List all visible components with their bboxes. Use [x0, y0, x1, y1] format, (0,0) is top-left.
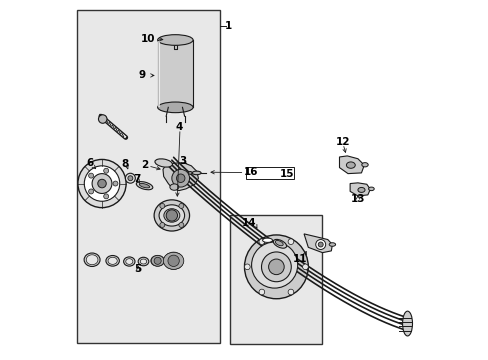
Ellipse shape: [262, 258, 286, 279]
Bar: [77, 10, 219, 343]
Text: 12: 12: [335, 137, 349, 147]
Text: 15: 15: [279, 168, 294, 179]
Circle shape: [287, 239, 293, 244]
Ellipse shape: [163, 252, 183, 269]
Polygon shape: [339, 156, 364, 174]
Text: 1: 1: [224, 21, 232, 31]
Ellipse shape: [151, 256, 163, 266]
Bar: [230, 215, 322, 344]
Ellipse shape: [86, 255, 98, 265]
Circle shape: [160, 222, 164, 228]
Ellipse shape: [361, 163, 367, 167]
Circle shape: [128, 176, 133, 181]
Circle shape: [113, 181, 118, 186]
Ellipse shape: [154, 200, 189, 231]
Ellipse shape: [157, 35, 193, 45]
Ellipse shape: [163, 209, 180, 222]
Text: 4: 4: [175, 122, 182, 132]
Text: 8: 8: [121, 159, 128, 169]
Ellipse shape: [173, 42, 177, 45]
Circle shape: [154, 257, 161, 264]
Ellipse shape: [273, 239, 286, 248]
Circle shape: [259, 239, 264, 244]
Ellipse shape: [123, 257, 135, 266]
Circle shape: [103, 194, 108, 199]
Ellipse shape: [108, 257, 117, 264]
Circle shape: [302, 264, 307, 270]
Ellipse shape: [159, 205, 184, 226]
Text: 2: 2: [141, 160, 148, 170]
Ellipse shape: [402, 311, 412, 336]
Circle shape: [166, 210, 177, 221]
Ellipse shape: [155, 159, 172, 167]
Text: 5: 5: [134, 264, 142, 274]
Ellipse shape: [136, 181, 153, 190]
Text: 9: 9: [138, 71, 145, 80]
Ellipse shape: [262, 238, 272, 242]
Text: 14: 14: [241, 217, 256, 228]
Ellipse shape: [192, 171, 201, 175]
Text: 10: 10: [141, 34, 155, 44]
Ellipse shape: [275, 240, 283, 246]
Text: 6: 6: [86, 158, 93, 168]
Ellipse shape: [106, 256, 119, 266]
Text: 16: 16: [243, 167, 258, 177]
Ellipse shape: [167, 38, 183, 44]
Text: 7: 7: [133, 174, 140, 184]
Ellipse shape: [163, 252, 183, 269]
Ellipse shape: [346, 162, 355, 168]
Circle shape: [318, 242, 323, 247]
Circle shape: [244, 235, 307, 299]
Circle shape: [88, 189, 93, 194]
Circle shape: [251, 242, 297, 288]
Text: 3: 3: [179, 156, 186, 166]
Ellipse shape: [151, 256, 164, 266]
Ellipse shape: [368, 187, 373, 191]
Circle shape: [268, 259, 284, 275]
Polygon shape: [304, 234, 332, 253]
Ellipse shape: [188, 171, 192, 174]
Ellipse shape: [138, 257, 148, 266]
Circle shape: [171, 169, 189, 187]
Circle shape: [103, 168, 108, 173]
Circle shape: [88, 173, 93, 178]
Ellipse shape: [140, 259, 146, 264]
Circle shape: [84, 166, 120, 201]
Ellipse shape: [84, 253, 100, 266]
Circle shape: [98, 179, 106, 188]
Circle shape: [287, 289, 293, 295]
Text: 11: 11: [292, 254, 307, 264]
Ellipse shape: [139, 184, 149, 188]
Ellipse shape: [169, 184, 179, 190]
Circle shape: [92, 174, 112, 193]
Circle shape: [259, 289, 264, 295]
Circle shape: [125, 173, 135, 183]
Ellipse shape: [328, 243, 335, 246]
Circle shape: [167, 255, 179, 266]
Circle shape: [244, 264, 250, 270]
Circle shape: [78, 159, 126, 208]
Ellipse shape: [157, 102, 193, 113]
Circle shape: [98, 115, 107, 123]
Circle shape: [176, 174, 184, 183]
Ellipse shape: [125, 259, 133, 264]
Polygon shape: [163, 163, 198, 191]
Bar: [157, 40, 193, 107]
Circle shape: [315, 239, 325, 249]
Circle shape: [179, 222, 183, 228]
Polygon shape: [349, 183, 369, 196]
Circle shape: [261, 252, 291, 282]
Circle shape: [179, 203, 183, 208]
Bar: [246, 167, 293, 179]
Circle shape: [160, 203, 164, 208]
Text: 13: 13: [350, 194, 365, 204]
Ellipse shape: [357, 188, 364, 192]
